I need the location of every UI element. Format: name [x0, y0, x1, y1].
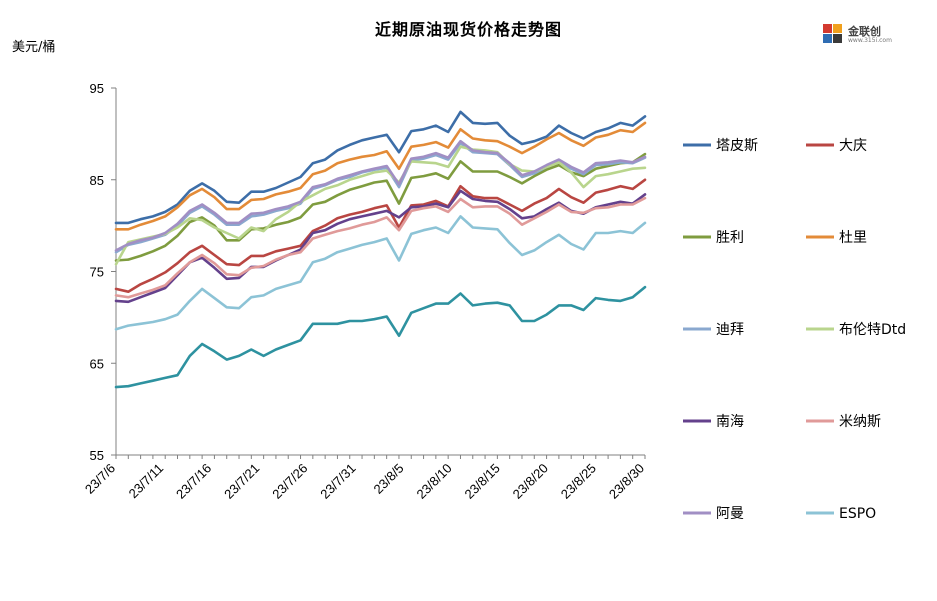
legend-label: 大庆: [839, 138, 867, 154]
y-tick-label: 65: [90, 356, 104, 371]
x-tick-label: 23/7/6: [82, 461, 118, 497]
logo-site-text: www.315i.com: [848, 37, 892, 44]
series-layer: [114, 110, 647, 389]
x-tick-label: 23/8/15: [462, 461, 503, 502]
y-tick-label: 95: [90, 81, 104, 96]
legend-label: 米纳斯: [839, 414, 881, 430]
x-tick-label: 23/8/20: [510, 461, 551, 502]
legend-label: 布伦特Dtd: [839, 322, 906, 338]
y-tick-label: 85: [90, 173, 104, 188]
x-tick-label: 23/7/21: [221, 461, 262, 502]
x-tick-label: 23/8/5: [370, 461, 406, 497]
legend-label: 塔皮斯: [716, 138, 758, 154]
x-tick-label: 23/7/26: [269, 461, 310, 502]
series-line-8: [114, 139, 647, 252]
y-axis-unit-label: 美元/桶: [12, 40, 56, 55]
legend-label: 南海: [716, 414, 744, 430]
chart-title: 近期原油现货价格走势图: [374, 20, 562, 39]
logo-brand-text: 金联创: [848, 25, 881, 38]
legend-label: 胜利: [716, 230, 744, 246]
series-line-2: [114, 152, 647, 262]
series-line-4: [114, 141, 647, 254]
x-tick-label: 23/7/31: [317, 461, 358, 502]
series-line-5: [114, 145, 647, 266]
legend-label: 迪拜: [716, 322, 744, 338]
x-tick-label: 23/8/10: [413, 461, 454, 502]
x-tick-label: 23/7/16: [173, 461, 214, 502]
series-line-6: [114, 189, 647, 304]
y-tick-label: 55: [90, 448, 104, 463]
series-line-1: [114, 178, 647, 294]
series-line-0: [114, 110, 647, 225]
series-line-3: [114, 121, 647, 231]
x-tick-label: 23/7/11: [126, 461, 167, 502]
y-tick-label: 75: [90, 265, 104, 280]
legend-label: 阿曼: [716, 506, 744, 522]
series-line-9: [114, 215, 647, 331]
legend-label: 杜里: [839, 230, 867, 246]
brand-logo: 金联创 www.315i.com: [820, 20, 900, 48]
series-line-7: [114, 196, 647, 299]
x-tick-label: 23/8/30: [606, 461, 647, 502]
x-tick-label: 23/8/25: [558, 461, 599, 502]
legend-label: ESPO: [839, 506, 876, 522]
series-line-10: [114, 285, 647, 389]
logo-mark-icon: [823, 24, 842, 43]
